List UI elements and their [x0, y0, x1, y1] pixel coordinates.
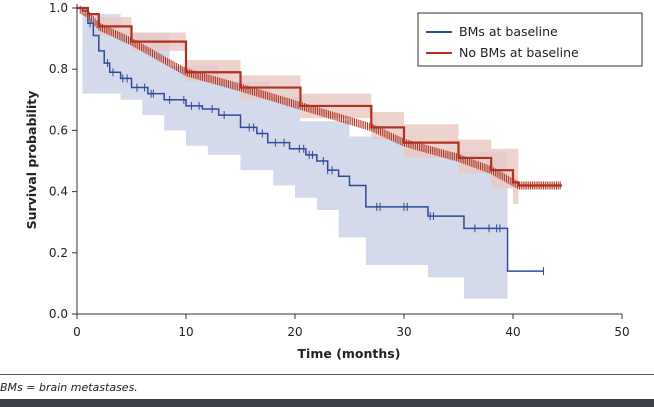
legend-box [417, 12, 643, 67]
x-tick-label: 20 [287, 325, 302, 339]
ci-band-no-bms [77, 8, 519, 214]
x-tick-label: 30 [396, 325, 411, 339]
x-axis-label: Time (months) [298, 346, 401, 361]
legend-label-bms: BMs at baseline [459, 24, 558, 39]
y-tick-label: 0.4 [49, 185, 68, 199]
x-tick-label: 10 [178, 325, 193, 339]
y-axis-label: Survival probability [24, 91, 39, 230]
survival-curves [77, 5, 563, 276]
x-tick-label: 50 [614, 325, 629, 339]
confidence-bands [77, 8, 519, 299]
x-tick-label: 0 [73, 325, 81, 339]
y-tick-label: 0.8 [49, 62, 68, 76]
bottom-bar [0, 399, 654, 407]
footnote-divider [0, 374, 654, 375]
legend: BMs at baseline No BMs at baseline [417, 12, 643, 67]
y-tick-label: 0.2 [49, 246, 68, 260]
y-tick-label: 1.0 [49, 1, 68, 15]
footnote: BMs = brain metastases. [0, 381, 138, 394]
survival-curve-bms [77, 7, 544, 272]
ci-band-bms [82, 14, 508, 299]
legend-label-no-bms: No BMs at baseline [459, 45, 579, 60]
axes [76, 4, 622, 315]
x-tick-label: 40 [505, 325, 520, 339]
y-tick-label: 0.0 [49, 307, 68, 321]
y-tick-label: 0.6 [49, 123, 68, 137]
